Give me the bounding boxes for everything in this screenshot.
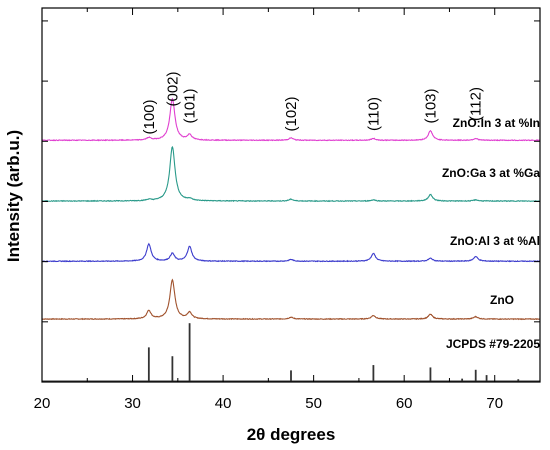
plot-frame: [41, 7, 541, 383]
series-name-label: ZnO:Ga 3 at %Ga: [442, 166, 540, 180]
series-name-label: JCPDS #79-2205: [446, 337, 540, 351]
x-tick-label: 40: [215, 395, 232, 412]
peak-annotation: (002): [164, 71, 181, 106]
series-line: [41, 278, 541, 321]
peak-annotation: (100): [141, 99, 158, 134]
x-tick-label: 60: [396, 395, 413, 412]
x-axis-title: 2θ degrees: [247, 425, 336, 444]
x-tick-label: 30: [124, 395, 141, 412]
x-tick-label: 70: [486, 395, 503, 412]
labels-layer: 20 30 40 50 60 70 JCPDS #79-2205 ZnO ZnO:Al 3 at…: [34, 71, 541, 412]
series-layer: [41, 97, 541, 382]
peak-annotation: (103): [422, 88, 439, 123]
peak-annotation: (112): [468, 87, 485, 121]
series-name-label: ZnO:Al 3 at %Al: [450, 234, 540, 248]
series-2: [41, 242, 541, 263]
series-name-label: ZnO:In 3 at %In: [453, 116, 540, 130]
series-line: [41, 242, 541, 263]
x-tick-label: 20: [34, 395, 51, 412]
series-1: [41, 278, 541, 321]
series-0: [42, 323, 540, 382]
peak-annotation: (101): [182, 88, 199, 123]
axes-layer: [41, 8, 540, 383]
series-3: [41, 145, 541, 203]
x-tick-label: 50: [305, 395, 322, 412]
peak-annotation: (110): [365, 97, 382, 131]
series-line: [41, 145, 541, 203]
peak-annotation: (102): [283, 96, 300, 131]
series-name-label: ZnO: [490, 293, 514, 307]
series-line: [41, 97, 541, 142]
series-4: [41, 97, 541, 142]
y-axis-title: Intensity (arb.u.): [4, 130, 23, 262]
